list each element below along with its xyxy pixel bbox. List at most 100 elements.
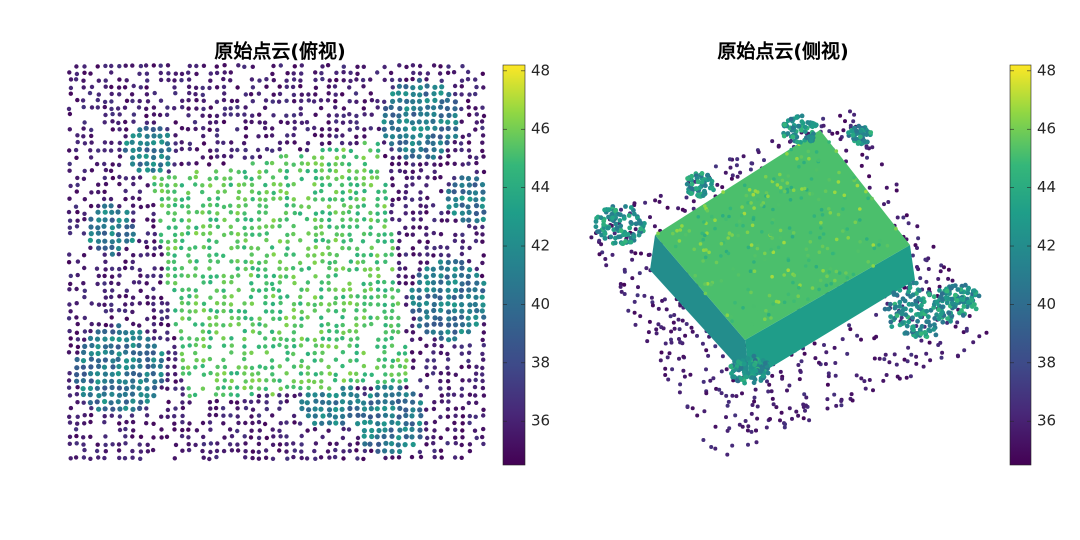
point — [103, 267, 108, 272]
point — [165, 239, 171, 245]
point — [213, 392, 219, 397]
point — [180, 427, 185, 433]
point — [284, 322, 289, 328]
point — [341, 239, 346, 244]
point — [746, 424, 751, 429]
point — [243, 175, 248, 180]
point — [437, 295, 443, 301]
point — [87, 90, 93, 96]
point — [410, 308, 416, 314]
point — [178, 329, 184, 334]
point — [164, 112, 170, 118]
point — [248, 273, 254, 278]
point — [235, 245, 240, 250]
point — [263, 344, 268, 349]
point — [68, 85, 74, 91]
point — [403, 412, 409, 419]
point — [130, 295, 136, 300]
point — [109, 266, 115, 271]
point — [215, 211, 220, 216]
point — [703, 291, 708, 296]
point — [214, 85, 220, 90]
point — [213, 169, 219, 174]
point — [165, 322, 171, 328]
point — [794, 139, 800, 145]
point — [109, 315, 114, 320]
point — [277, 378, 282, 383]
point — [81, 400, 86, 405]
point — [257, 112, 262, 117]
point — [313, 168, 318, 174]
point — [802, 124, 808, 130]
point — [80, 98, 86, 103]
point — [340, 232, 345, 238]
point — [466, 217, 472, 223]
point — [200, 92, 205, 98]
point — [263, 182, 268, 188]
colorbar-tick-label: 38 — [1037, 353, 1056, 371]
point — [362, 267, 368, 272]
point — [411, 217, 416, 222]
point — [796, 363, 801, 367]
point — [474, 364, 479, 369]
point — [936, 316, 942, 322]
point — [115, 232, 122, 238]
point — [479, 273, 485, 279]
point — [319, 358, 324, 363]
point — [333, 357, 339, 362]
point — [110, 127, 116, 132]
point — [75, 337, 81, 342]
point — [136, 167, 142, 173]
point — [382, 412, 389, 418]
point — [221, 204, 227, 210]
point — [882, 202, 886, 207]
point — [765, 370, 771, 376]
point — [172, 106, 177, 111]
point — [884, 185, 889, 190]
point — [305, 351, 311, 357]
point — [866, 260, 870, 264]
point — [271, 78, 276, 83]
point — [74, 356, 80, 363]
point — [214, 113, 220, 119]
point — [306, 385, 311, 391]
point — [130, 364, 136, 370]
point — [144, 113, 149, 119]
point — [354, 113, 359, 119]
point — [403, 84, 409, 90]
point — [320, 350, 325, 355]
point — [341, 113, 346, 119]
point — [865, 155, 869, 160]
point — [137, 140, 144, 146]
point — [263, 301, 268, 306]
point — [95, 238, 102, 244]
point — [918, 331, 924, 337]
point — [138, 392, 144, 398]
point — [701, 379, 706, 384]
point — [102, 385, 108, 391]
point — [431, 321, 437, 327]
point — [250, 455, 255, 461]
point — [256, 210, 262, 215]
point — [158, 335, 163, 341]
point — [248, 294, 254, 300]
point — [638, 220, 644, 226]
point — [109, 413, 115, 418]
point — [460, 63, 465, 69]
point — [103, 78, 108, 83]
point — [704, 348, 709, 353]
point — [186, 427, 191, 432]
point — [66, 385, 72, 390]
point — [474, 84, 479, 90]
point — [410, 300, 416, 306]
point — [228, 70, 233, 75]
point — [647, 252, 652, 257]
point — [452, 112, 458, 119]
point — [409, 350, 415, 355]
point — [691, 206, 696, 211]
point — [200, 189, 205, 195]
point — [214, 322, 219, 327]
point — [445, 210, 451, 215]
point — [229, 350, 234, 355]
point — [382, 384, 388, 390]
